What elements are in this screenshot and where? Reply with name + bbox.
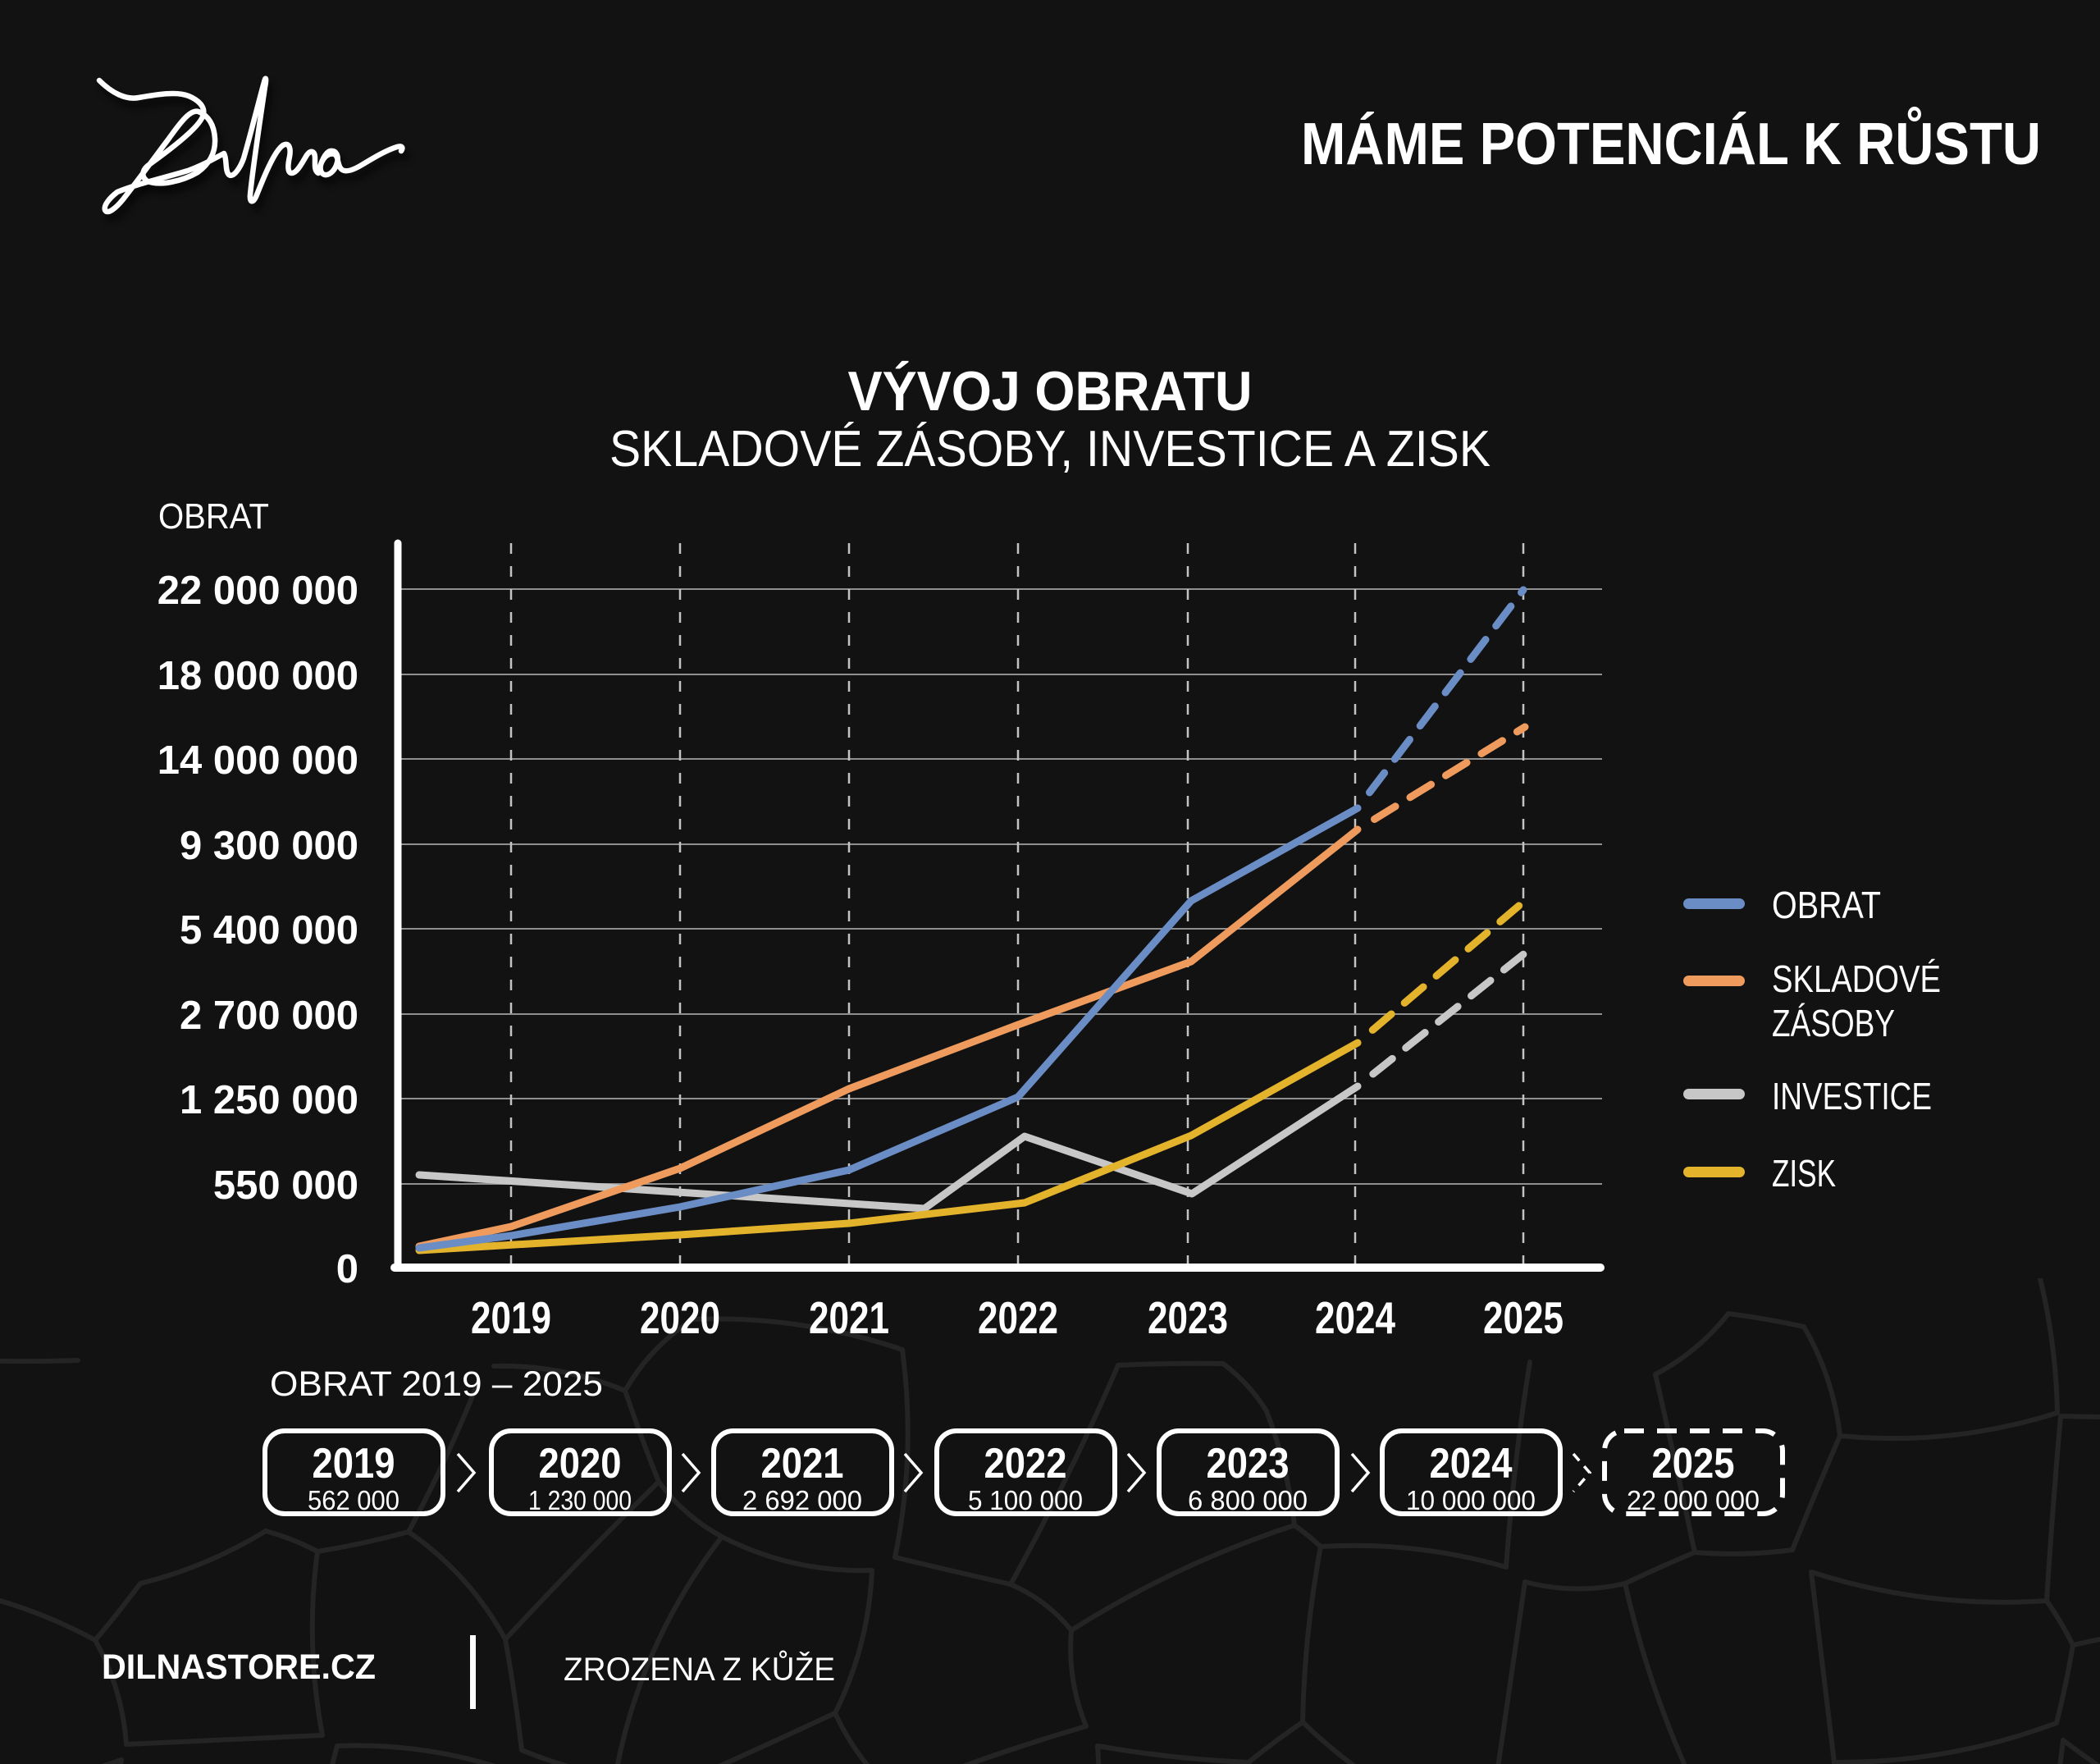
- svg-text:2 692 000: 2 692 000: [742, 1485, 862, 1515]
- svg-text:2022: 2022: [984, 1440, 1067, 1488]
- svg-text:2 700 000: 2 700 000: [180, 994, 358, 1038]
- svg-text:6 800 000: 6 800 000: [1188, 1485, 1308, 1515]
- svg-text:2025: 2025: [1652, 1440, 1735, 1488]
- svg-text:22 000 000: 22 000 000: [158, 569, 358, 613]
- svg-text:2020: 2020: [640, 1292, 720, 1343]
- svg-text:MÁME POTENCIÁL K RŮSTU: MÁME POTENCIÁL K RŮSTU: [1301, 107, 2041, 177]
- svg-text:INVESTICE: INVESTICE: [1772, 1075, 1932, 1117]
- svg-text:2023: 2023: [1207, 1440, 1290, 1488]
- svg-text:OBRAT: OBRAT: [1772, 884, 1881, 926]
- svg-text:DILNASTORE.CZ: DILNASTORE.CZ: [102, 1647, 376, 1687]
- svg-text:22 000 000: 22 000 000: [1627, 1485, 1760, 1515]
- svg-text:2025: 2025: [1483, 1292, 1564, 1343]
- svg-text:1 230 000: 1 230 000: [528, 1485, 632, 1515]
- svg-text:2020: 2020: [539, 1440, 622, 1488]
- svg-text:VÝVOJ OBRATU: VÝVOJ OBRATU: [848, 360, 1253, 423]
- svg-text:ZÁSOBY: ZÁSOBY: [1772, 1002, 1895, 1044]
- svg-text:OBRAT: OBRAT: [158, 496, 269, 537]
- svg-text:2024: 2024: [1315, 1292, 1395, 1343]
- svg-text:2024: 2024: [1430, 1440, 1513, 1488]
- svg-text:550 000: 550 000: [213, 1163, 358, 1208]
- svg-text:SKLADOVÉ: SKLADOVÉ: [1772, 957, 1941, 1000]
- svg-text:SKLADOVÉ ZÁSOBY, INVESTICE A Z: SKLADOVÉ ZÁSOBY, INVESTICE A ZISK: [609, 421, 1491, 478]
- svg-text:18 000 000: 18 000 000: [158, 654, 358, 698]
- svg-text:2022: 2022: [978, 1292, 1058, 1343]
- svg-text:9 300 000: 9 300 000: [180, 824, 358, 868]
- svg-text:562 000: 562 000: [308, 1485, 399, 1515]
- svg-text:0: 0: [336, 1247, 358, 1291]
- svg-text:ZISK: ZISK: [1772, 1152, 1836, 1195]
- svg-text:1 250 000: 1 250 000: [180, 1078, 358, 1122]
- svg-text:5 100 000: 5 100 000: [968, 1485, 1083, 1515]
- svg-text:ZROZENA Z KŮŽE: ZROZENA Z KŮŽE: [564, 1649, 835, 1688]
- svg-text:10 000 000: 10 000 000: [1406, 1485, 1536, 1515]
- svg-text:5 400 000: 5 400 000: [180, 908, 358, 953]
- svg-text:2021: 2021: [761, 1440, 844, 1488]
- svg-text:2019: 2019: [313, 1440, 395, 1488]
- svg-text:2019: 2019: [471, 1292, 551, 1343]
- svg-text:2021: 2021: [809, 1292, 889, 1343]
- svg-text:14 000 000: 14 000 000: [158, 738, 358, 783]
- svg-text:OBRAT 2019 – 2025: OBRAT 2019 – 2025: [270, 1364, 603, 1404]
- svg-text:2023: 2023: [1148, 1292, 1228, 1343]
